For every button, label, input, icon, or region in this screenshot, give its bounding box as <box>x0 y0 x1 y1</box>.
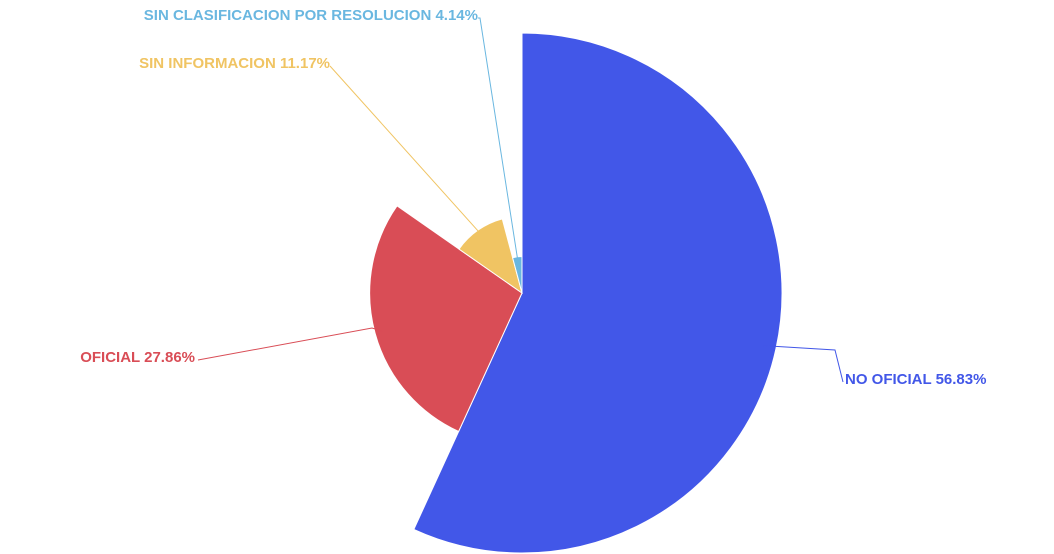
label-value: 11.17% <box>280 55 330 72</box>
label-value: 27.86% <box>144 349 195 366</box>
slice-label: SIN CLASIFICACION POR RESOLUCION 4.14% <box>144 7 478 24</box>
label-name: NO OFICIAL <box>845 371 931 388</box>
label-value: 4.14% <box>435 7 478 24</box>
label-name: SIN CLASIFICACION POR RESOLUCION <box>144 7 432 24</box>
label-name: SIN INFORMACION <box>139 55 276 72</box>
slice <box>413 32 783 554</box>
slice-label: NO OFICIAL 56.83% <box>845 371 986 388</box>
leader-line <box>478 17 519 259</box>
slice-label: OFICIAL 27.86% <box>80 349 195 366</box>
leader-line <box>763 345 844 383</box>
leader-line <box>197 327 383 361</box>
label-name: OFICIAL <box>80 349 140 366</box>
leader-line <box>329 65 481 234</box>
slice <box>369 205 523 433</box>
label-value: 56.83% <box>936 371 987 388</box>
slice-label: SIN INFORMACION 11.17% <box>139 55 330 72</box>
